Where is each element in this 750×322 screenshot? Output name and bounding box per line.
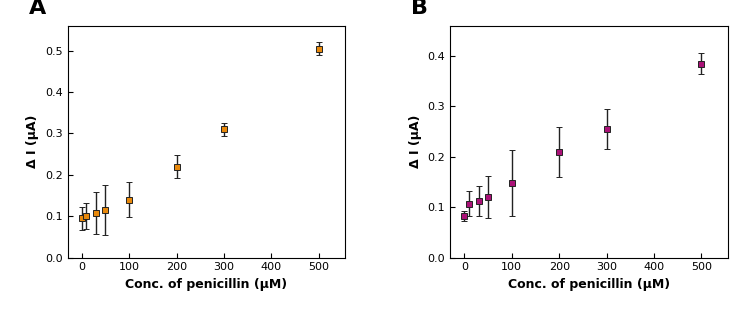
X-axis label: Conc. of penicillin (μM): Conc. of penicillin (μM) <box>125 278 287 291</box>
Text: A: A <box>28 0 46 18</box>
Y-axis label: Δ I (μA): Δ I (μA) <box>26 115 39 168</box>
Y-axis label: Δ I (μA): Δ I (μA) <box>409 115 422 168</box>
Text: B: B <box>411 0 428 18</box>
X-axis label: Conc. of penicillin (μM): Conc. of penicillin (μM) <box>508 278 670 291</box>
